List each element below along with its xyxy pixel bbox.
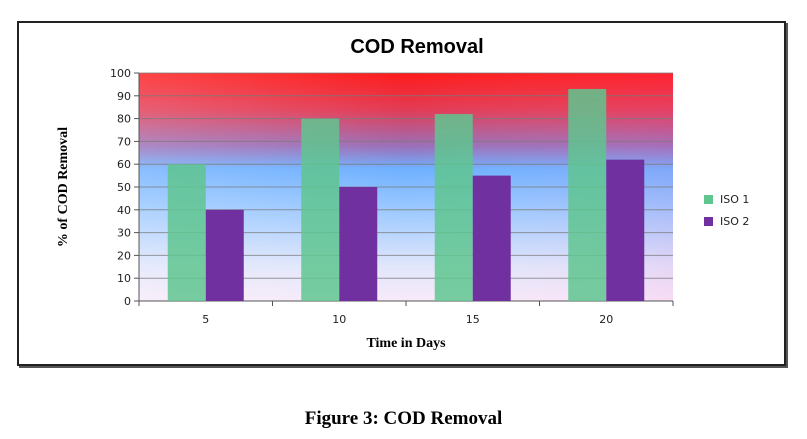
y-tick-label: 90: [117, 90, 131, 103]
y-tick-label: 0: [124, 295, 131, 308]
y-tick-label: 80: [117, 113, 131, 126]
x-tick-label: 15: [466, 313, 480, 326]
figure-caption: Figure 3: COD Removal: [304, 408, 503, 429]
bar-iso-2: [339, 187, 378, 301]
y-axis-title: % of COD Removal: [56, 127, 71, 247]
y-tick-label: 60: [117, 158, 131, 171]
y-tick-label: 30: [117, 227, 131, 240]
y-tick-label: 20: [117, 249, 131, 262]
bar-iso-1: [167, 164, 206, 301]
y-tick-label: 10: [117, 272, 131, 285]
legend-swatch-iso-2: [704, 217, 713, 226]
bar-iso-2: [472, 175, 511, 301]
bar-iso-2: [205, 209, 244, 301]
y-tick-label: 50: [117, 181, 131, 194]
x-tick-label: 20: [599, 313, 613, 326]
bar-iso-1: [568, 88, 607, 302]
x-tick-label: 10: [332, 313, 346, 326]
legend-label: ISO 1: [720, 193, 749, 206]
y-tick-label: 70: [117, 135, 131, 148]
x-tick-label: 5: [202, 313, 209, 326]
bar-iso-2: [606, 159, 645, 301]
y-tick-label: 40: [117, 204, 131, 217]
x-axis-title: Time in Days: [366, 336, 446, 351]
cod-removal-chart: 0 10 20 30 40 50 60 70 80 90 100 5 10 15 20 COD Removal…: [56, 36, 749, 351]
bar-iso-1: [301, 118, 340, 301]
legend-label: ISO 2: [720, 215, 749, 228]
legend-swatch-iso-1: [704, 195, 713, 204]
bar-iso-1: [434, 114, 473, 301]
chart-frame: 0 10 20 30 40 50 60 70 80 90 100 5 10 15 20 COD Removal…: [17, 21, 786, 366]
y-tick-label: 100: [110, 67, 131, 80]
chart-title: COD Removal: [350, 36, 483, 58]
